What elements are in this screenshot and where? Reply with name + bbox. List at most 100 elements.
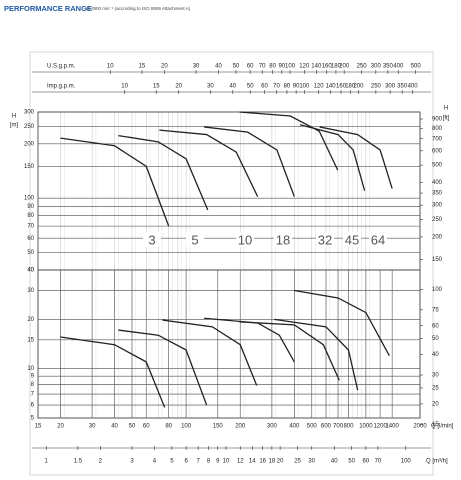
y2-tick-label: 60 [432, 323, 439, 329]
x-tick-label: 1400 [385, 424, 399, 430]
model-label-bg [186, 232, 204, 247]
top-axis-tick-label: 160 [336, 84, 347, 90]
y-tick-label: 40 [27, 268, 34, 274]
top-axis-tick-label: 100 [285, 64, 296, 70]
model-label: 64 [371, 232, 385, 247]
y2-tick-label: 30 [432, 373, 439, 379]
x-tick-label: 30 [89, 424, 96, 430]
y-tick-label: 8 [31, 382, 35, 388]
y2-tick-label: 200 [432, 235, 443, 241]
top-axis-tick-label: 15 [153, 84, 160, 90]
x2-tick-label: 8 [207, 459, 211, 465]
x-tick-label: 700 [333, 424, 344, 430]
x2-tick-label: 7 [196, 459, 200, 465]
x2-tick-label: 20 [277, 459, 284, 465]
model-label: 3 [148, 232, 155, 247]
plot-box [37, 111, 421, 271]
x2-tick-label: 50 [348, 459, 355, 465]
x-tick-label: 400 [289, 424, 300, 430]
top-axis-tick-label: 200 [339, 64, 350, 70]
y2-tick-label: 600 [432, 148, 443, 154]
y2-tick-label: 500 [432, 163, 443, 169]
y-tick-label: 10 [27, 366, 34, 372]
top-axis-label: Imp.g.p.m. [47, 84, 76, 90]
y-tick-label: 100 [24, 196, 35, 202]
top-axis-tick-label: 40 [215, 64, 222, 70]
y2-tick-label: 700 [432, 136, 443, 142]
frame [29, 51, 434, 476]
x-tick-label: 15 [35, 424, 42, 430]
x2-tick-label: 14 [249, 459, 256, 465]
y2-tick-label: 400 [432, 180, 443, 186]
model-label-bg [343, 232, 361, 247]
x-tick-label: 40 [111, 424, 118, 430]
pump-curve [239, 111, 339, 171]
y2-tick-label: 50 [432, 336, 439, 342]
x-tick-label: 50 [129, 424, 136, 430]
x2-tick-label: 70 [375, 459, 382, 465]
y-tick-label: 9 [31, 374, 35, 380]
x2-tick-label: 1 [45, 459, 49, 465]
y-tick-label: 5 [31, 416, 35, 422]
top-axis-tick-label: 15 [139, 64, 146, 70]
top-axis-tick-label: 200 [353, 84, 364, 90]
top-axis-tick-label: 120 [299, 64, 310, 70]
y2-tick-label: 100 [432, 287, 443, 293]
top-axis-tick-label: 140 [311, 64, 322, 70]
top-axis-tick-label: 300 [371, 64, 382, 70]
pump-curve [118, 134, 209, 211]
x-tick-label: 1200 [373, 424, 387, 430]
top-axis-tick-label: 90 [293, 84, 300, 90]
top-axis-tick-label: 400 [393, 64, 404, 70]
chart-title: PERFORMANCE RANGE [4, 4, 92, 13]
x2-tick-label: 6 [184, 459, 188, 465]
y-tick-label: 60 [27, 236, 34, 242]
y-tick-label: 15 [27, 337, 34, 343]
top-axis-tick-label: 10 [121, 84, 128, 90]
top-axis-tick-label: 60 [247, 64, 254, 70]
top-axis-tick-label: 250 [357, 64, 368, 70]
x2-tick-label: 60 [363, 459, 370, 465]
y-tick-label: 70 [27, 224, 34, 230]
y-tick-label: 200 [24, 141, 35, 147]
y-tick-label: 80 [27, 213, 34, 219]
chart-subtitle: at 2900 min⁻¹ (according to ISO 9906 Att… [86, 6, 191, 11]
x-tick-label: 800 [343, 424, 354, 430]
top-axis-tick-label: 20 [175, 84, 182, 90]
model-label: 32 [318, 232, 332, 247]
x2-tick-label: 18 [269, 459, 276, 465]
top-axis-tick-label: 300 [385, 84, 396, 90]
pump-curve [118, 329, 208, 406]
top-axis-tick-label: 50 [247, 84, 254, 90]
x-axis-label: Q [l/min] [431, 424, 454, 430]
top-axis-tick-label: 30 [193, 64, 200, 70]
x-tick-label: 300 [267, 424, 278, 430]
x2-tick-label: 4 [153, 459, 157, 465]
x2-tick-label: 100 [401, 459, 412, 465]
y2-tick-label: 250 [432, 217, 443, 223]
y-tick-label: 6 [31, 403, 35, 409]
pump-curve [239, 321, 340, 381]
model-label-bg [274, 232, 292, 247]
pump-curve [159, 129, 259, 197]
y-tick-label: 250 [24, 124, 35, 130]
y2-tick-label: 75 [432, 307, 439, 313]
top-axis-label: U.S.g.p.m. [47, 64, 76, 70]
y2-tick-label: 800 [432, 126, 443, 132]
y-axis-label: H [12, 114, 16, 120]
top-axis-tick-label: 350 [397, 84, 408, 90]
model-label: 45 [345, 232, 359, 247]
x-tick-label: 150 [213, 424, 224, 430]
top-axis-tick-label: 500 [411, 64, 422, 70]
x-tick-label: 60 [143, 424, 150, 430]
x2-tick-label: 1.5 [74, 459, 83, 465]
y-tick-label: 30 [27, 288, 34, 294]
y-tick-label: 20 [27, 317, 34, 323]
x-tick-label: 2000 [413, 424, 427, 430]
pump-curve [294, 289, 390, 357]
top-axis-tick-label: 10 [107, 64, 114, 70]
x2-tick-label: 40 [331, 459, 338, 465]
top-axis-tick-label: 180 [345, 84, 356, 90]
top-axis-tick-label: 70 [259, 64, 266, 70]
